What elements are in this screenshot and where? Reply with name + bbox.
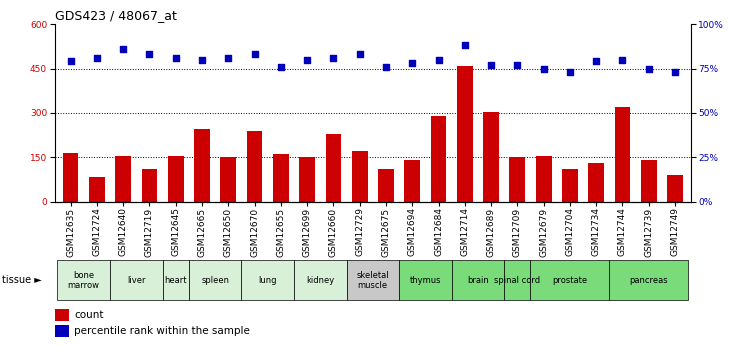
Point: [617, 57, 629, 62]
Bar: [399, 260, 452, 300]
Text: heart: heart: [164, 276, 187, 285]
Text: spleen: spleen: [201, 276, 229, 285]
Bar: [273, 155, 289, 202]
Point: [459, 43, 471, 48]
Text: thymus: thymus: [409, 276, 441, 285]
Point: [275, 64, 287, 70]
Text: spinal cord: spinal cord: [494, 276, 540, 285]
Text: lung: lung: [259, 276, 277, 285]
Point: [170, 55, 181, 61]
Bar: [299, 157, 315, 202]
Bar: [241, 260, 294, 300]
Point: [222, 55, 234, 61]
Bar: [246, 131, 262, 202]
Bar: [531, 260, 610, 300]
Bar: [352, 151, 368, 202]
Bar: [378, 169, 394, 202]
Point: [564, 69, 576, 75]
Bar: [325, 134, 341, 202]
Text: GDS423 / 48067_at: GDS423 / 48067_at: [55, 9, 177, 22]
Text: pancreas: pancreas: [629, 276, 668, 285]
Bar: [641, 160, 656, 202]
Point: [249, 52, 260, 57]
Bar: [189, 260, 241, 300]
Bar: [536, 156, 551, 202]
Bar: [667, 175, 683, 202]
Point: [196, 57, 208, 62]
Bar: [168, 156, 183, 202]
Point: [117, 46, 129, 52]
Bar: [63, 153, 78, 202]
Point: [380, 64, 392, 70]
Point: [91, 55, 103, 61]
Point: [591, 59, 602, 64]
Bar: [162, 260, 189, 300]
Text: count: count: [74, 310, 103, 320]
Bar: [55, 325, 69, 337]
Bar: [610, 260, 688, 300]
Point: [538, 66, 550, 71]
Point: [65, 59, 77, 64]
Bar: [483, 111, 499, 202]
Bar: [457, 66, 473, 202]
Bar: [452, 260, 504, 300]
Point: [301, 57, 313, 62]
Text: liver: liver: [127, 276, 145, 285]
Text: brain: brain: [467, 276, 489, 285]
Point: [512, 62, 523, 68]
Bar: [220, 157, 236, 202]
Bar: [89, 177, 105, 202]
Point: [406, 60, 418, 66]
Bar: [562, 169, 577, 202]
Point: [643, 66, 654, 71]
Point: [143, 52, 155, 57]
Text: tissue ►: tissue ►: [2, 275, 42, 285]
Bar: [404, 160, 420, 202]
Point: [485, 62, 497, 68]
Text: bone
marrow: bone marrow: [68, 270, 99, 290]
Point: [354, 52, 366, 57]
Bar: [346, 260, 399, 300]
Bar: [55, 309, 69, 321]
Point: [669, 69, 681, 75]
Bar: [194, 129, 210, 202]
Bar: [142, 169, 157, 202]
Text: prostate: prostate: [553, 276, 588, 285]
Text: percentile rank within the sample: percentile rank within the sample: [74, 326, 250, 336]
Bar: [58, 260, 110, 300]
Point: [327, 55, 339, 61]
Bar: [504, 260, 531, 300]
Bar: [510, 157, 526, 202]
Bar: [615, 107, 630, 202]
Bar: [431, 116, 447, 202]
Text: skeletal
muscle: skeletal muscle: [357, 270, 389, 290]
Text: kidney: kidney: [306, 276, 334, 285]
Bar: [115, 156, 131, 202]
Bar: [588, 163, 604, 202]
Bar: [110, 260, 162, 300]
Bar: [294, 260, 346, 300]
Point: [433, 57, 444, 62]
